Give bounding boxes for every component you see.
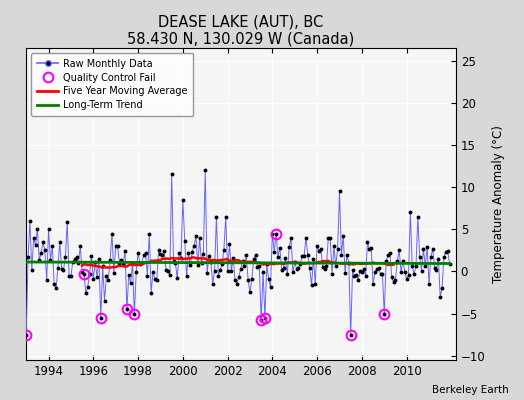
Y-axis label: Temperature Anomaly (°C): Temperature Anomaly (°C) [493,125,506,283]
Legend: Raw Monthly Data, Quality Control Fail, Five Year Moving Average, Long-Term Tren: Raw Monthly Data, Quality Control Fail, … [31,53,193,116]
Text: Berkeley Earth: Berkeley Earth [432,385,508,395]
Title: DEASE LAKE (AUT), BC
58.430 N, 130.029 W (Canada): DEASE LAKE (AUT), BC 58.430 N, 130.029 W… [127,14,355,47]
